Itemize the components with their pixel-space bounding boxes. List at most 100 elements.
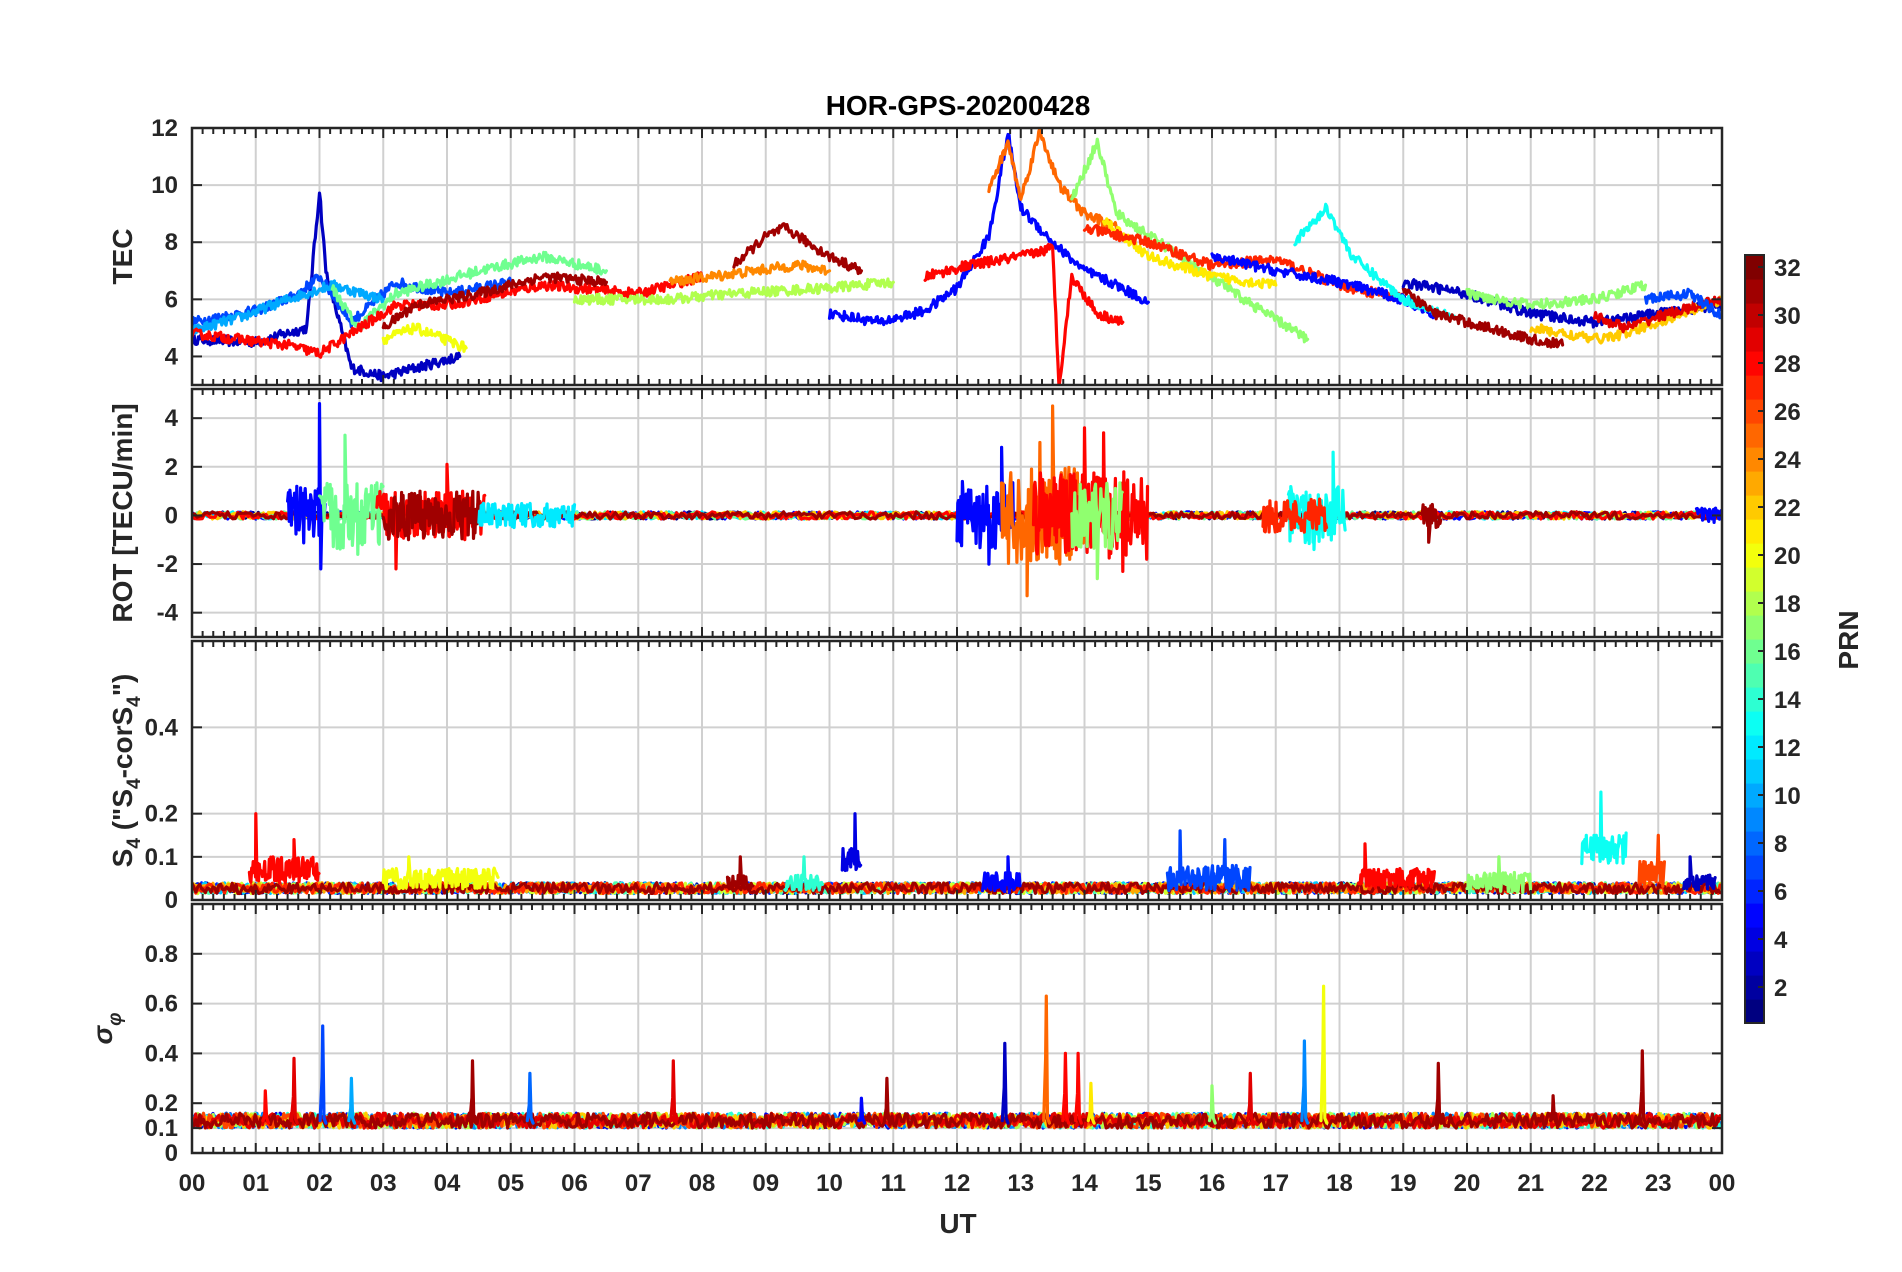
sigma-spike-prn-31 <box>1548 1094 1558 1125</box>
colorbar-tick-label: 28 <box>1774 351 1801 378</box>
colorbar-swatch <box>1745 663 1764 688</box>
colorbar-tick-label: 4 <box>1774 927 1788 954</box>
colorbar-tick-label: 6 <box>1774 879 1787 906</box>
colorbar-swatch <box>1745 783 1764 808</box>
s4-burst-prn-28 <box>1357 842 1436 890</box>
y-tick-label: 0.4 <box>145 714 179 741</box>
y-tick-label: -4 <box>157 600 179 627</box>
x-tick-label: 18 <box>1326 1170 1353 1197</box>
s4-burst-prn-5 <box>980 855 1022 895</box>
rot-burst-prn-31 <box>381 489 481 542</box>
colorbar-swatch <box>1745 303 1764 328</box>
x-tick-label: 13 <box>1007 1170 1034 1197</box>
tec-series-prn-3 <box>192 191 462 383</box>
x-tick-label: 02 <box>306 1170 333 1197</box>
x-tick-label: 21 <box>1517 1170 1544 1197</box>
colorbar-tick-label: 18 <box>1774 591 1801 618</box>
colorbar-swatch <box>1745 879 1764 904</box>
rot-burst-prn-5 <box>955 445 1016 566</box>
rot-burst-prn-16 <box>317 433 385 556</box>
x-tick-label: 00 <box>1709 1170 1736 1197</box>
colorbar-swatch <box>1745 927 1764 952</box>
colorbar-tick-label: 32 <box>1774 255 1801 282</box>
tec-series-prn-31 <box>381 271 608 330</box>
x-tick-label: 00 <box>179 1170 206 1197</box>
colorbar-tick-label: 10 <box>1774 783 1801 810</box>
colorbar-swatch <box>1745 591 1764 616</box>
tec-series-prn-20 <box>381 322 468 353</box>
rot-burst-prn-27 <box>1261 497 1329 534</box>
tec-series-prn-7 <box>1643 287 1722 320</box>
x-tick-label: 19 <box>1390 1170 1417 1197</box>
colorbar-swatch <box>1745 807 1764 832</box>
rot-burst-prn-31 <box>1420 502 1443 544</box>
colorbar-swatch <box>1745 759 1764 784</box>
y-tick-label: 0 <box>165 1140 178 1167</box>
x-tick-label: 14 <box>1071 1170 1098 1197</box>
sigma-spike-prn-28 <box>261 1089 271 1125</box>
sigma-spike-prn-17 <box>1207 1084 1217 1125</box>
colorbar-swatch <box>1745 975 1764 1000</box>
colorbar-tick-label: 26 <box>1774 399 1801 426</box>
tec-series-prn-28 <box>192 271 704 359</box>
colorbar-swatch <box>1745 567 1764 592</box>
colorbar-swatch <box>1745 279 1764 304</box>
tec-series-prn-31 <box>732 222 863 276</box>
colorbar-tick-label: 12 <box>1774 735 1801 762</box>
y-tick-label: 0.2 <box>145 1090 178 1117</box>
tec-series-prn-10 <box>192 279 385 336</box>
colorbar-swatch <box>1745 351 1764 376</box>
y-axis-label-tec: TEC <box>107 229 138 285</box>
x-tick-label: 22 <box>1581 1170 1608 1197</box>
x-tick-label: 16 <box>1199 1170 1226 1197</box>
y-tick-label: 2 <box>165 454 178 481</box>
x-tick-label: 03 <box>370 1170 397 1197</box>
s4-burst-prn-7 <box>1165 829 1252 893</box>
colorbar-swatch <box>1745 735 1764 760</box>
colorbar-swatch <box>1745 519 1764 544</box>
tec-series-prn-5 <box>827 132 1150 327</box>
colorbar-swatch <box>1745 399 1764 424</box>
sigma-spike-prn-31 <box>882 1076 892 1125</box>
colorbar-swatch <box>1745 447 1764 472</box>
colorbar-tick-label: 24 <box>1774 447 1801 474</box>
tec-series-prn-25 <box>987 128 1118 230</box>
x-tick-label: 04 <box>434 1170 461 1197</box>
panel-sigma: 00.10.2 0.4 0.6 0.8 σφ <box>87 902 1724 1167</box>
s4-burst-prn-20 <box>381 855 500 891</box>
rot-burst-prn-28 <box>1031 426 1150 573</box>
y-tick-label: 0 <box>165 502 178 529</box>
s4-burst-prn-17 <box>1465 855 1533 895</box>
x-tick-label: 07 <box>625 1170 652 1197</box>
y-tick-label: 6 <box>165 286 178 313</box>
colorbar-swatch <box>1745 831 1764 856</box>
colorbar-swatch <box>1745 543 1764 568</box>
colorbar-tick-label: 20 <box>1774 543 1801 570</box>
y-tick-label: 4 <box>165 343 179 370</box>
y-axis-label-sigma: σφ <box>87 1013 126 1045</box>
rot-burst-prn-5 <box>1694 506 1722 524</box>
x-tick-label: 11 <box>881 1170 906 1197</box>
sigma-spike-prn-31 <box>468 1059 478 1125</box>
y-tick-label: 0.2 <box>145 801 178 828</box>
s4-burst-prn-28 <box>247 812 321 885</box>
colorbar-tick-label: 22 <box>1774 495 1801 522</box>
y-tick-label: 0 <box>165 887 178 914</box>
s4-burst-prn-26 <box>1637 833 1666 889</box>
sigma-spike-prn-9 <box>1300 1039 1310 1125</box>
s4-burst-prn-31 <box>725 855 755 891</box>
tec-series-prn-17 <box>1465 280 1648 310</box>
y-axis-label-rot: ROT [TECU/min] <box>107 403 138 622</box>
colorbar-swatch <box>1745 855 1764 880</box>
colorbar-swatch <box>1745 711 1764 736</box>
colorbar-swatch <box>1745 951 1764 976</box>
sigma-spike-prn-29 <box>289 1056 299 1125</box>
x-axis: 00 01 02 03 04 05 06 07 08 09 10 11 12 13 14 15 16 17 18 19… <box>179 1170 1736 1197</box>
x-tick-label: 23 <box>1645 1170 1672 1197</box>
rot-burst-prn-5 <box>286 402 327 571</box>
colorbar-tick-label: 16 <box>1774 639 1801 666</box>
sigma-spike-prn-29 <box>1246 1071 1255 1125</box>
colorbar-swatch <box>1745 327 1764 352</box>
